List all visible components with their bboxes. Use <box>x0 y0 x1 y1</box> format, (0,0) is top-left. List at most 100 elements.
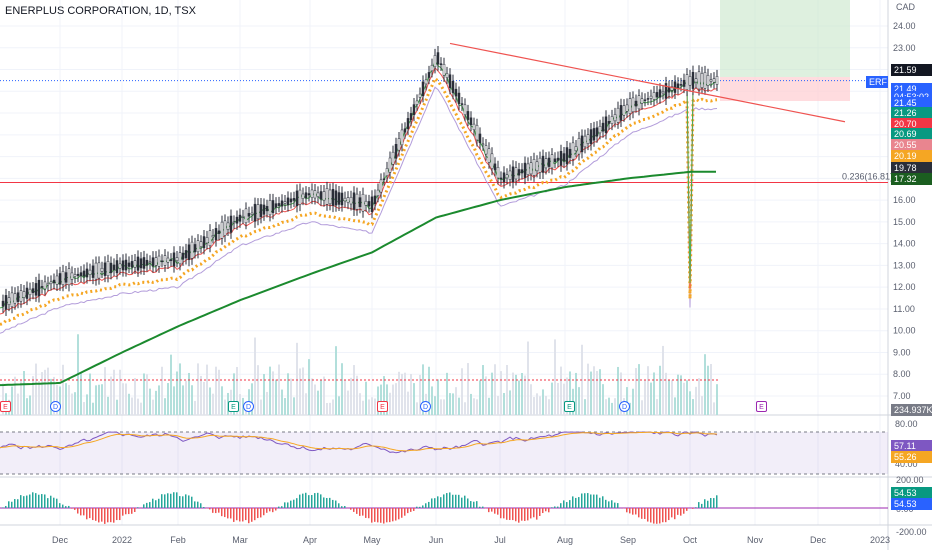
candle <box>409 113 413 121</box>
candle <box>607 121 611 124</box>
macd-bar <box>107 508 109 523</box>
macd-bar <box>380 508 382 523</box>
candle <box>124 259 128 271</box>
event-marker[interactable]: D <box>50 401 61 412</box>
macd-bar <box>329 497 331 508</box>
macd-bar <box>665 508 667 523</box>
macd-bar <box>20 495 22 508</box>
volume-bar <box>65 383 67 415</box>
candle <box>259 204 263 218</box>
volume-bar <box>149 388 151 415</box>
macd-bar <box>683 508 685 514</box>
event-marker[interactable]: E <box>0 401 11 412</box>
macd-bar <box>311 495 313 508</box>
candle <box>436 52 440 65</box>
volume-bar <box>203 381 205 415</box>
candle <box>574 146 578 152</box>
volume-bar <box>635 368 637 415</box>
event-marker[interactable]: E <box>377 401 388 412</box>
event-marker[interactable]: D <box>243 401 254 412</box>
volume-bar <box>419 374 421 415</box>
candle <box>103 262 107 276</box>
volume-bar <box>692 399 694 415</box>
macd-bar <box>251 508 253 522</box>
time-tick: Nov <box>747 535 764 545</box>
macd-bar <box>62 504 64 508</box>
volume-bar <box>686 380 688 415</box>
event-marker[interactable]: D <box>420 401 431 412</box>
macd-bar <box>254 508 256 521</box>
volume-bar <box>281 389 283 415</box>
macd-bar <box>653 508 655 524</box>
candle <box>619 105 623 121</box>
volume-bar <box>689 391 691 415</box>
candle <box>541 155 545 173</box>
candle <box>76 273 80 276</box>
candle <box>532 159 536 176</box>
macd-bar <box>227 508 229 519</box>
candle <box>91 265 95 278</box>
event-marker[interactable]: E <box>228 401 239 412</box>
volume-bar <box>410 374 412 415</box>
macd-bar <box>476 501 478 508</box>
price-tag: 20.70 <box>891 118 932 130</box>
candle <box>283 201 287 204</box>
candle <box>301 193 305 199</box>
volume-bar <box>158 385 160 415</box>
macd-bar <box>494 508 496 514</box>
candle <box>271 200 275 213</box>
macd-bar <box>11 501 13 508</box>
candle <box>325 188 329 205</box>
candle <box>304 192 308 199</box>
price-tick: 15.00 <box>893 217 916 227</box>
volume-bar <box>23 370 25 415</box>
candle <box>256 204 260 220</box>
candle <box>319 191 323 200</box>
candle <box>295 190 299 207</box>
macd-bar <box>185 494 187 508</box>
volume-bar <box>308 359 310 415</box>
macd-bar <box>677 508 679 515</box>
macd-bar <box>29 494 31 508</box>
macd-bar <box>224 508 226 518</box>
macd-bar <box>269 508 271 512</box>
volume-bar <box>695 386 697 415</box>
candle <box>652 92 656 100</box>
macd-bar <box>104 508 106 524</box>
candle <box>433 55 437 68</box>
candle <box>373 195 377 205</box>
candle <box>130 261 134 268</box>
macd-bar <box>92 508 94 521</box>
candle <box>151 257 155 267</box>
volume-bar <box>215 366 217 415</box>
event-marker[interactable]: D <box>619 401 630 412</box>
price-tag: 19.78 <box>891 162 932 174</box>
macd-bar <box>290 500 292 508</box>
candle <box>208 230 212 247</box>
volume-bar <box>380 384 382 415</box>
candle <box>706 75 710 86</box>
time-tick: Jun <box>429 535 444 545</box>
volume-bar <box>488 397 490 415</box>
macd-bar <box>335 500 337 508</box>
candle <box>517 169 521 176</box>
macd-bar <box>407 508 409 514</box>
volume-bar <box>98 384 100 415</box>
event-marker[interactable]: E <box>564 401 575 412</box>
candle <box>160 260 164 263</box>
candle <box>472 123 476 131</box>
candle <box>478 133 482 144</box>
candle <box>274 203 278 208</box>
volume-bar <box>236 366 238 415</box>
candle <box>628 98 632 114</box>
candle <box>457 92 461 104</box>
event-marker[interactable]: E <box>756 401 767 412</box>
macd-bar <box>56 498 58 508</box>
candle <box>643 99 647 102</box>
macd-bar <box>164 494 166 508</box>
candle <box>352 192 356 210</box>
macd-bar <box>26 495 28 508</box>
price-tag: 21.26 <box>891 107 932 119</box>
volume-bar <box>152 399 154 415</box>
